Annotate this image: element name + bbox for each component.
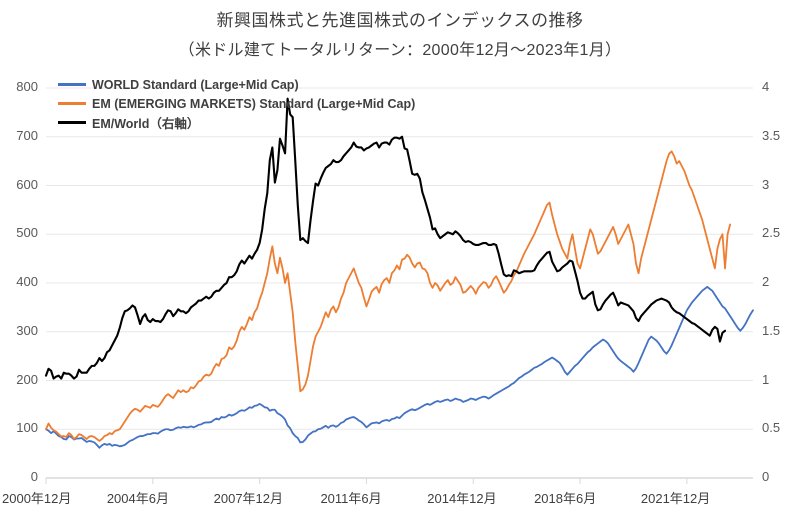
x-axis-tick-label: 2014年12月	[427, 491, 497, 506]
legend-swatch-ratio	[58, 121, 86, 124]
series-line-ratio[interactable]	[44, 97, 727, 380]
y-axis-right-tick-label: 3.5	[762, 127, 781, 143]
x-axis-tick-label: 2018年6月	[534, 491, 597, 506]
x-axis-tick-label: 2000年12月	[2, 491, 72, 506]
y-axis-left-tick-label: 600	[16, 176, 38, 192]
y-axis-right-tick-label: 2.5	[762, 225, 781, 241]
chart-subtitle: （米ドル建てトータルリターン：2000年12月～2023年1月）	[178, 42, 622, 59]
legend-label-ratio: EM/World（右軸）	[92, 117, 200, 131]
legend-item-ratio[interactable]: EM/World（右軸）	[58, 114, 415, 131]
y-axis-right-tick-label: 1	[762, 371, 770, 387]
legend-swatch-world	[58, 83, 86, 86]
y-axis-left-tick-label: 400	[16, 274, 38, 289]
x-axis-tick-label: 2011年6月	[320, 491, 382, 506]
y-axis-right-tick-label: 3	[762, 176, 770, 192]
series-line-world[interactable]	[45, 286, 754, 449]
y-axis-right-tick-label: 1.5	[762, 322, 781, 338]
chart-title-block: 新興国株式と先進国株式のインデックスの推移 （米ドル建てトータルリターン：200…	[0, 6, 800, 66]
x-axis-tick-label: 2007年12月	[213, 491, 284, 506]
x-axis-tick-label: 2004年6月	[106, 491, 169, 506]
y-axis-right-tick-label: 0	[762, 469, 770, 484]
legend-item-em[interactable]: EM (EMERGING MARKETS) Standard (Large+Mi…	[58, 95, 415, 112]
y-axis-left-tick-label: 500	[16, 225, 38, 241]
y-axis-right-tick-label: 2	[762, 274, 770, 289]
y-axis-right-tick-label: 4	[762, 79, 770, 94]
y-axis-left-tick-label: 200	[16, 371, 38, 387]
chart-legend: WORLD Standard (Large+Mid Cap) EM (EMERG…	[58, 76, 415, 133]
y-axis-left-tick-label: 100	[16, 420, 38, 436]
legend-label-world: WORLD Standard (Large+Mid Cap)	[92, 77, 299, 92]
y-axis-left-tick-label: 800	[16, 79, 38, 94]
y-axis-right-tick-label: 0.5	[762, 420, 781, 436]
legend-item-world[interactable]: WORLD Standard (Large+Mid Cap)	[58, 76, 415, 93]
legend-label-em: EM (EMERGING MARKETS) Standard (Large+Mi…	[92, 96, 416, 111]
y-axis-left-tick-label: 700	[16, 127, 38, 143]
legend-swatch-em	[58, 102, 86, 105]
y-axis-left-tick-label: 0	[30, 469, 38, 484]
page-title: 新興国株式と先進国株式のインデックスの推移	[216, 11, 584, 30]
series-line-em[interactable]	[45, 150, 732, 442]
x-axis-tick-label: 2021年12月	[640, 491, 711, 506]
y-axis-left-tick-label: 300	[16, 322, 38, 338]
